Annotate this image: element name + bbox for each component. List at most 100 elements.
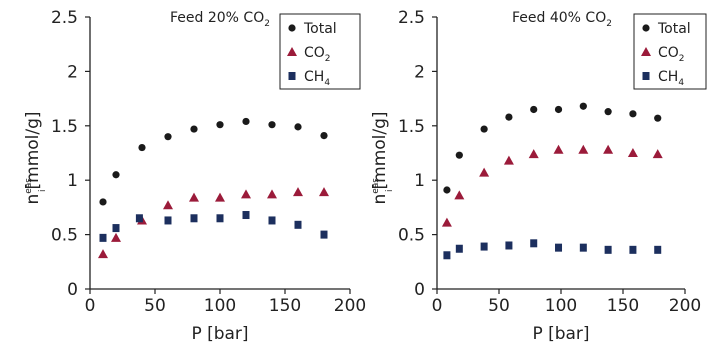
data-point bbox=[528, 149, 539, 159]
y-axis-label-superscript: eas bbox=[24, 178, 34, 194]
data-point bbox=[578, 144, 589, 154]
data-point bbox=[268, 216, 276, 225]
data-point bbox=[163, 200, 173, 210]
legend-entry-subscript: 4 bbox=[324, 78, 330, 88]
x-tick-label: 50 bbox=[488, 296, 510, 316]
data-point bbox=[242, 117, 250, 126]
x-tick-label: 100 bbox=[204, 296, 236, 316]
data-point bbox=[480, 242, 488, 251]
data-point bbox=[479, 167, 490, 177]
y-tick-label: 0.5 bbox=[51, 226, 78, 246]
legend-marker bbox=[642, 72, 650, 80]
x-tick-label: 100 bbox=[545, 296, 577, 316]
data-point bbox=[268, 121, 276, 129]
x-tick-label: 150 bbox=[607, 296, 639, 316]
data-point bbox=[294, 123, 302, 131]
data-point bbox=[135, 214, 143, 223]
data-point bbox=[320, 230, 328, 239]
x-tick-label: 0 bbox=[85, 296, 96, 316]
data-point bbox=[112, 224, 120, 233]
y-axis-label: neas i[mmol/g] bbox=[370, 111, 395, 204]
x-axis-label: P [bar] bbox=[532, 324, 589, 344]
y-axis-label-base: n bbox=[23, 194, 43, 205]
chart-title-subscript: 2 bbox=[606, 19, 612, 29]
y-tick-label: 0 bbox=[67, 280, 78, 300]
data-point bbox=[320, 131, 328, 140]
data-point bbox=[189, 192, 199, 202]
data-point bbox=[579, 102, 587, 110]
chart-title-subscript: 2 bbox=[264, 19, 270, 29]
x-tick-label: 0 bbox=[432, 296, 443, 316]
data-point bbox=[294, 220, 302, 229]
legend-marker bbox=[641, 47, 651, 56]
data-point bbox=[267, 189, 277, 199]
data-point bbox=[555, 243, 563, 252]
chart-title: Feed 40% CO2 bbox=[512, 10, 612, 29]
data-point bbox=[190, 125, 198, 133]
legend-marker bbox=[288, 24, 296, 32]
data-point bbox=[454, 190, 465, 200]
y-tick-label: 0.5 bbox=[398, 226, 425, 246]
chart-title: Feed 20% CO2 bbox=[170, 10, 270, 29]
series-co bbox=[441, 144, 663, 227]
data-point bbox=[629, 110, 637, 118]
data-point bbox=[98, 249, 108, 259]
data-point bbox=[99, 198, 107, 206]
data-point bbox=[553, 144, 564, 154]
y-tick-label: 2.5 bbox=[398, 8, 425, 28]
data-point bbox=[554, 105, 563, 114]
y-tick-label: 0 bbox=[414, 280, 425, 300]
data-point bbox=[604, 108, 612, 116]
data-point bbox=[604, 245, 612, 254]
y-axis-label-unit: [mmol/g] bbox=[370, 111, 390, 189]
data-point bbox=[654, 114, 662, 122]
x-axis-label: P [bar] bbox=[191, 324, 248, 344]
data-point bbox=[503, 155, 514, 165]
data-point bbox=[654, 245, 662, 254]
legend-entry-subscript: 4 bbox=[678, 78, 684, 88]
legend-entry: Total bbox=[657, 21, 691, 37]
legend-entry-label: CH bbox=[304, 69, 324, 85]
legend-entry-subscript: 2 bbox=[325, 54, 331, 64]
data-point bbox=[216, 121, 224, 129]
chart-title-main: Feed 20% CO bbox=[170, 10, 264, 26]
y-tick-label: 2 bbox=[67, 62, 78, 82]
legend-entry: CH4 bbox=[658, 69, 684, 88]
data-point bbox=[530, 239, 538, 248]
data-point bbox=[455, 244, 463, 253]
data-point bbox=[505, 113, 513, 121]
y-tick-label: 2 bbox=[414, 62, 425, 82]
data-point bbox=[505, 241, 513, 250]
legend-entry-label: CO bbox=[658, 45, 679, 61]
y-tick-label: 1 bbox=[414, 171, 425, 191]
x-tick-label: 200 bbox=[669, 296, 701, 316]
legend-entry-label: Total bbox=[657, 21, 691, 37]
y-tick-label: 1.5 bbox=[51, 117, 78, 137]
data-point bbox=[455, 151, 463, 159]
data-point bbox=[652, 149, 663, 159]
series-total bbox=[99, 117, 328, 206]
legend-entry-label: CH bbox=[658, 69, 678, 85]
data-point bbox=[111, 232, 121, 242]
data-point bbox=[319, 187, 329, 197]
series-ch bbox=[99, 211, 328, 242]
legend-entry: CH4 bbox=[304, 69, 330, 88]
chart-title-main: Feed 40% CO bbox=[512, 10, 606, 26]
x-tick-label: 150 bbox=[269, 296, 301, 316]
y-tick-label: 2.5 bbox=[51, 8, 78, 28]
x-tick-label: 50 bbox=[144, 296, 166, 316]
y-axis-label-subscript: i bbox=[385, 189, 395, 192]
data-point bbox=[164, 216, 172, 225]
data-point bbox=[603, 144, 614, 154]
data-point bbox=[242, 211, 250, 220]
data-point bbox=[629, 245, 637, 254]
y-axis-label-base: n bbox=[370, 194, 390, 205]
data-point bbox=[443, 186, 451, 194]
legend-entry-subscript: 2 bbox=[679, 54, 685, 64]
chart-panel-1: 0 50 100 150 200 0 0.5 1 1.5 2 2.5 P [bar] neas i[mmo… bbox=[23, 8, 366, 344]
series-total bbox=[443, 102, 662, 194]
y-tick-label: 1 bbox=[67, 171, 78, 191]
data-point bbox=[138, 143, 146, 152]
